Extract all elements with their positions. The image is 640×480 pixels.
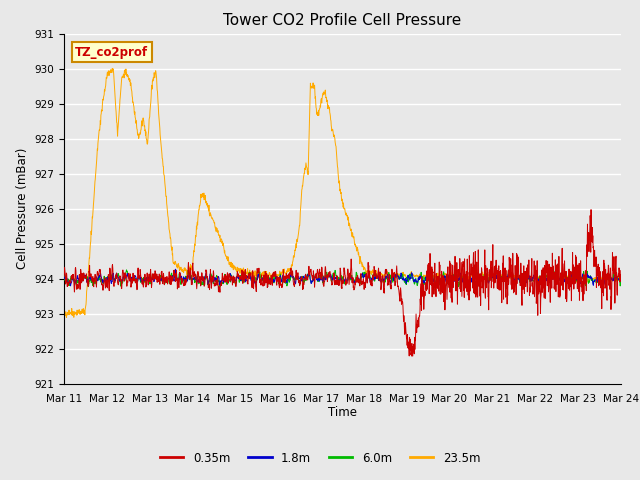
X-axis label: Time: Time	[328, 407, 357, 420]
Y-axis label: Cell Pressure (mBar): Cell Pressure (mBar)	[16, 148, 29, 269]
Title: Tower CO2 Profile Cell Pressure: Tower CO2 Profile Cell Pressure	[223, 13, 461, 28]
Text: TZ_co2prof: TZ_co2prof	[75, 46, 148, 59]
Legend: 0.35m, 1.8m, 6.0m, 23.5m: 0.35m, 1.8m, 6.0m, 23.5m	[155, 447, 485, 469]
